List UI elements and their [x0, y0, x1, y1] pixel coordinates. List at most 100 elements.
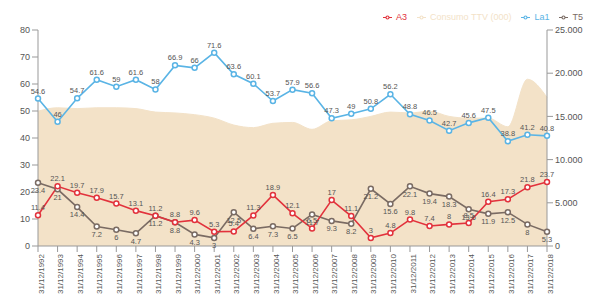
svg-text:21.8: 21.8 [520, 175, 535, 184]
svg-text:8.5: 8.5 [463, 211, 473, 220]
svg-text:31/12/1995: 31/12/1995 [95, 253, 104, 294]
svg-text:16.4: 16.4 [481, 190, 496, 199]
svg-text:47.3: 47.3 [324, 106, 339, 115]
svg-text:56.6: 56.6 [305, 81, 320, 90]
svg-text:0: 0 [555, 241, 560, 251]
svg-text:31/12/2000: 31/12/2000 [193, 253, 202, 294]
svg-text:8.8: 8.8 [170, 210, 180, 219]
svg-text:31/12/2012: 31/12/2012 [428, 253, 437, 294]
svg-text:80: 80 [20, 25, 30, 35]
svg-text:40: 40 [20, 133, 30, 143]
svg-text:41.2: 41.2 [520, 123, 535, 132]
svg-text:8: 8 [447, 212, 451, 221]
svg-text:4.3: 4.3 [189, 238, 199, 247]
svg-text:22.1: 22.1 [50, 174, 65, 183]
svg-text:21.2: 21.2 [364, 192, 379, 201]
svg-text:31/12/2007: 31/12/2007 [330, 253, 339, 294]
svg-text:31/12/2014: 31/12/2014 [467, 253, 476, 294]
svg-text:31/12/2017: 31/12/2017 [526, 253, 535, 294]
svg-text:8.8: 8.8 [170, 226, 180, 235]
svg-text:50.8: 50.8 [364, 97, 379, 106]
svg-text:31/12/2005: 31/12/2005 [291, 253, 300, 294]
svg-text:18.3: 18.3 [442, 200, 457, 209]
svg-text:31/12/2011: 31/12/2011 [409, 253, 418, 293]
svg-text:31/12/1994: 31/12/1994 [76, 253, 85, 294]
svg-text:7.3: 7.3 [268, 230, 278, 239]
svg-text:14.4: 14.4 [70, 210, 85, 219]
svg-text:31/12/2001: 31/12/2001 [213, 253, 222, 294]
svg-text:6.5: 6.5 [307, 216, 317, 225]
svg-text:17.9: 17.9 [89, 186, 104, 195]
svg-text:59: 59 [112, 75, 120, 84]
svg-text:20: 20 [20, 187, 30, 197]
svg-text:10: 10 [20, 214, 30, 224]
svg-text:31/12/2015: 31/12/2015 [487, 253, 496, 294]
svg-text:31/12/1997: 31/12/1997 [135, 253, 144, 294]
svg-text:31/12/1998: 31/12/1998 [154, 253, 163, 294]
svg-text:20.000: 20.000 [555, 68, 583, 78]
svg-text:5.3: 5.3 [542, 235, 552, 244]
svg-text:4.7: 4.7 [131, 237, 141, 246]
svg-text:57.9: 57.9 [285, 78, 300, 87]
svg-text:66: 66 [190, 56, 198, 65]
svg-text:12.5: 12.5 [501, 216, 516, 225]
svg-text:0: 0 [25, 241, 30, 251]
svg-text:60.1: 60.1 [246, 72, 261, 81]
svg-text:31/12/2002: 31/12/2002 [232, 253, 241, 294]
svg-text:46.5: 46.5 [422, 108, 437, 117]
svg-text:6.4: 6.4 [248, 232, 258, 241]
svg-text:70: 70 [20, 52, 30, 62]
svg-text:31/12/2008: 31/12/2008 [350, 253, 359, 294]
svg-text:7.2: 7.2 [92, 230, 102, 239]
svg-text:11.4: 11.4 [31, 203, 45, 212]
svg-text:4.8: 4.8 [385, 221, 395, 230]
svg-text:61.6: 61.6 [89, 68, 104, 77]
svg-text:6.5: 6.5 [287, 232, 297, 241]
svg-text:31/12/1999: 31/12/1999 [174, 253, 183, 294]
svg-text:3: 3 [212, 241, 216, 250]
svg-text:19.4: 19.4 [422, 197, 437, 206]
svg-text:63.6: 63.6 [226, 62, 241, 71]
svg-text:31/12/2003: 31/12/2003 [252, 253, 261, 294]
svg-text:66.9: 66.9 [168, 53, 183, 62]
svg-text:17.3: 17.3 [501, 187, 516, 196]
svg-text:46: 46 [53, 110, 61, 119]
svg-text:42.7: 42.7 [442, 119, 457, 128]
svg-text:5.3: 5.3 [209, 220, 219, 229]
svg-text:17: 17 [327, 188, 335, 197]
svg-text:11.2: 11.2 [148, 219, 162, 228]
svg-text:25.000: 25.000 [555, 25, 583, 35]
svg-text:31/12/2016: 31/12/2016 [507, 253, 516, 294]
svg-text:10.000: 10.000 [555, 155, 583, 165]
svg-text:23.4: 23.4 [31, 186, 46, 195]
svg-text:9.6: 9.6 [189, 208, 199, 217]
svg-text:58: 58 [151, 77, 159, 86]
svg-text:31/12/1993: 31/12/1993 [56, 253, 65, 294]
svg-text:47.5: 47.5 [481, 106, 496, 115]
svg-text:31/12/2018: 31/12/2018 [546, 253, 555, 294]
svg-text:11.9: 11.9 [481, 217, 495, 226]
svg-text:9.3: 9.3 [326, 224, 336, 233]
svg-text:15.000: 15.000 [555, 112, 583, 122]
svg-text:23.7: 23.7 [540, 170, 555, 179]
svg-text:15.6: 15.6 [383, 207, 398, 216]
svg-text:61.6: 61.6 [129, 68, 144, 77]
svg-text:31/12/2009: 31/12/2009 [369, 253, 378, 294]
svg-text:45.6: 45.6 [461, 111, 476, 120]
svg-text:5.000: 5.000 [555, 198, 578, 208]
svg-text:18.9: 18.9 [266, 183, 281, 192]
svg-text:31/12/2013: 31/12/2013 [448, 253, 457, 294]
svg-text:30: 30 [20, 160, 30, 170]
svg-text:8: 8 [525, 228, 529, 237]
svg-text:31/12/1992: 31/12/1992 [37, 253, 46, 294]
svg-text:54.6: 54.6 [31, 87, 46, 96]
svg-text:6: 6 [114, 233, 118, 242]
svg-text:48.8: 48.8 [403, 102, 418, 111]
svg-text:8.2: 8.2 [346, 227, 356, 236]
svg-text:3: 3 [369, 226, 373, 235]
svg-text:9.8: 9.8 [405, 208, 415, 217]
svg-text:60: 60 [20, 79, 30, 89]
svg-text:53.7: 53.7 [266, 89, 281, 98]
svg-text:71.6: 71.6 [207, 41, 222, 50]
svg-text:31/12/2010: 31/12/2010 [389, 253, 398, 294]
